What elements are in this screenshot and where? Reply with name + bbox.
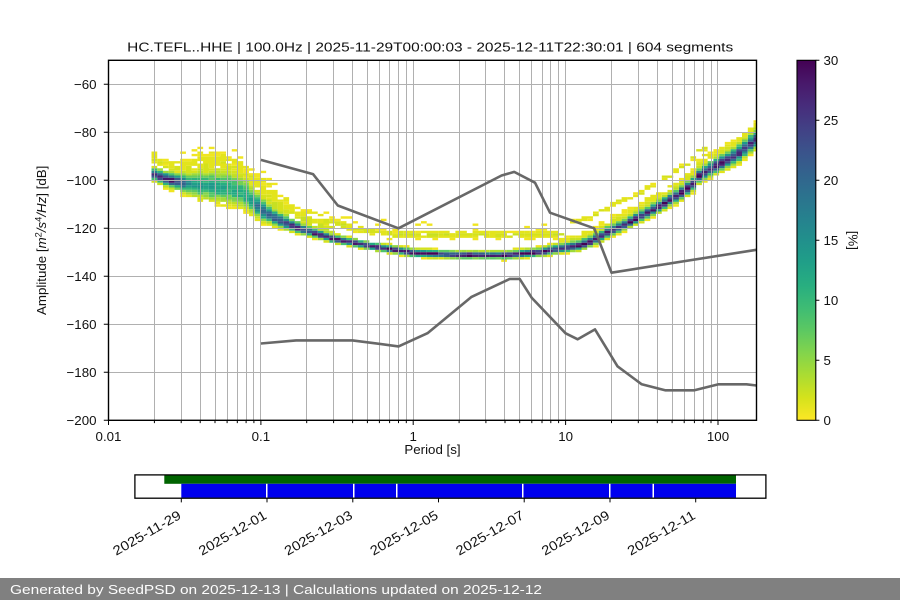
svg-text:−180: −180 [67,365,97,380]
svg-text:0.01: 0.01 [96,429,122,444]
svg-text:Amplitude [m2/s4/Hz] [dB]: Amplitude [m2/s4/Hz] [dB] [34,166,50,315]
svg-text:−200: −200 [67,413,97,428]
svg-text:Period [s]: Period [s] [404,442,460,457]
svg-text:30: 30 [824,53,839,68]
svg-text:100: 100 [707,429,729,444]
svg-text:[%]: [%] [846,231,861,250]
svg-text:10: 10 [824,293,839,308]
svg-text:−80: −80 [74,125,97,140]
svg-text:5: 5 [824,353,831,368]
svg-text:10: 10 [558,429,573,444]
svg-text:−140: −140 [67,269,97,284]
svg-text:20: 20 [824,173,839,188]
svg-text:−100: −100 [67,173,97,188]
svg-text:1: 1 [409,429,416,444]
svg-text:25: 25 [824,113,839,128]
svg-text:HC.TEFL..HHE | 100.0Hz | 2025-: HC.TEFL..HHE | 100.0Hz | 2025-11-29T00:0… [127,39,733,54]
svg-text:−160: −160 [67,317,97,332]
svg-text:0.1: 0.1 [252,429,271,444]
svg-text:0: 0 [824,413,831,428]
svg-text:Generated by SeedPSD on 2025-1: Generated by SeedPSD on 2025-12-13 | Cal… [10,582,542,597]
svg-text:−60: −60 [74,77,97,92]
svg-text:−120: −120 [67,221,97,236]
svg-text:15: 15 [824,233,839,248]
